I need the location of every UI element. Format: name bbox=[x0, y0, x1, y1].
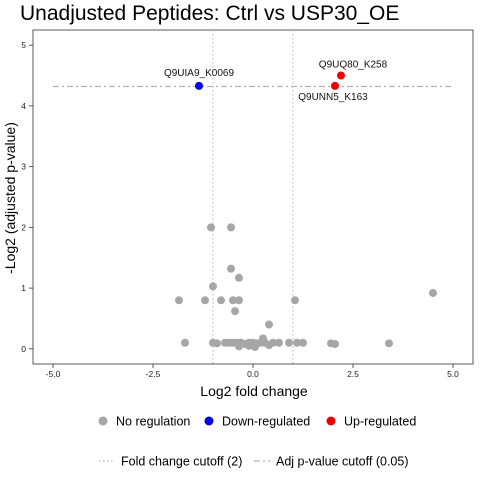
data-point-no-regulation bbox=[227, 223, 235, 232]
x-tick-label: 5.0 bbox=[447, 369, 459, 379]
y-axis-title: -Log2 (adjusted p-value) bbox=[2, 122, 18, 274]
legend-line-label: Fold change cutoff (2) bbox=[121, 455, 242, 469]
data-point-no-regulation bbox=[213, 339, 221, 348]
data-point-no-regulation bbox=[245, 341, 253, 350]
data-point-no-regulation bbox=[269, 338, 277, 347]
y-tick-label: 5 bbox=[21, 40, 26, 50]
x-tick-label: 0.0 bbox=[247, 369, 259, 379]
point-labels: Q9UIA9_K0069 Q9UQ80_K258 Q9UNN5_K163 bbox=[164, 60, 388, 103]
plot-border bbox=[32, 29, 474, 365]
data-point-no-regulation bbox=[231, 307, 239, 316]
data-point-no-regulation bbox=[285, 338, 293, 347]
data-point-no-regulation bbox=[235, 342, 243, 351]
data-point-no-regulation bbox=[209, 282, 217, 291]
data-point-no-regulation bbox=[227, 264, 235, 273]
y-axis: 0 1 2 3 4 5 bbox=[21, 40, 33, 354]
cutoff-lines bbox=[53, 30, 453, 364]
point-label: Q9UQ80_K258 bbox=[319, 60, 388, 71]
legend-marker bbox=[98, 416, 108, 426]
data-point-no-regulation bbox=[275, 338, 283, 347]
x-axis: -5.0 -2.5 0.0 2.5 5.0 bbox=[46, 364, 459, 379]
data-point-no-regulation bbox=[331, 339, 339, 348]
legend-label: Down-regulated bbox=[222, 415, 310, 429]
data-point-up-regulated bbox=[337, 71, 345, 80]
data-point-no-regulation bbox=[293, 338, 301, 347]
legend-line-label: Adj p-value cutoff (0.05) bbox=[276, 455, 408, 469]
data-point-no-regulation bbox=[201, 296, 209, 305]
plot-panel bbox=[32, 29, 474, 365]
legend-label: Up-regulated bbox=[344, 415, 416, 429]
data-point-no-regulation bbox=[217, 296, 225, 305]
data-point-no-regulation bbox=[265, 320, 273, 329]
data-point-no-regulation bbox=[235, 296, 243, 305]
data-point-down-regulated bbox=[195, 81, 203, 90]
data-point-no-regulation bbox=[429, 288, 437, 297]
y-tick-label: 4 bbox=[21, 101, 26, 111]
x-tick-label: -5.0 bbox=[46, 369, 61, 379]
data-point-no-regulation bbox=[299, 338, 307, 347]
point-label: Q9UIA9_K0069 bbox=[164, 68, 234, 79]
y-tick-label: 0 bbox=[21, 344, 26, 354]
data-point-no-regulation bbox=[251, 342, 259, 351]
data-points bbox=[175, 71, 437, 351]
x-tick-label: 2.5 bbox=[347, 369, 359, 379]
x-axis-title: Log2 fold change bbox=[200, 383, 308, 399]
legend: No regulation Down-regulated Up-regulated F… bbox=[98, 415, 416, 469]
chart-title: Unadjusted Peptides: Ctrl vs USP30_OE bbox=[20, 2, 400, 25]
data-point-no-regulation bbox=[235, 273, 243, 282]
y-tick-label: 1 bbox=[21, 283, 26, 293]
data-point-no-regulation bbox=[229, 296, 237, 305]
data-point-no-regulation bbox=[175, 296, 183, 305]
legend-marker bbox=[204, 416, 214, 426]
y-tick-label: 3 bbox=[21, 162, 26, 172]
x-tick-label: -2.5 bbox=[146, 369, 161, 379]
data-point-up-regulated bbox=[331, 81, 339, 90]
data-point-no-regulation bbox=[207, 223, 215, 232]
data-point-no-regulation bbox=[385, 339, 393, 348]
data-point-no-regulation bbox=[259, 334, 267, 343]
y-tick-label: 2 bbox=[21, 222, 26, 232]
legend-label: No regulation bbox=[116, 415, 190, 429]
data-point-no-regulation bbox=[291, 296, 299, 305]
legend-marker bbox=[326, 416, 336, 426]
data-point-no-regulation bbox=[181, 338, 189, 347]
point-label: Q9UNN5_K163 bbox=[298, 92, 368, 103]
